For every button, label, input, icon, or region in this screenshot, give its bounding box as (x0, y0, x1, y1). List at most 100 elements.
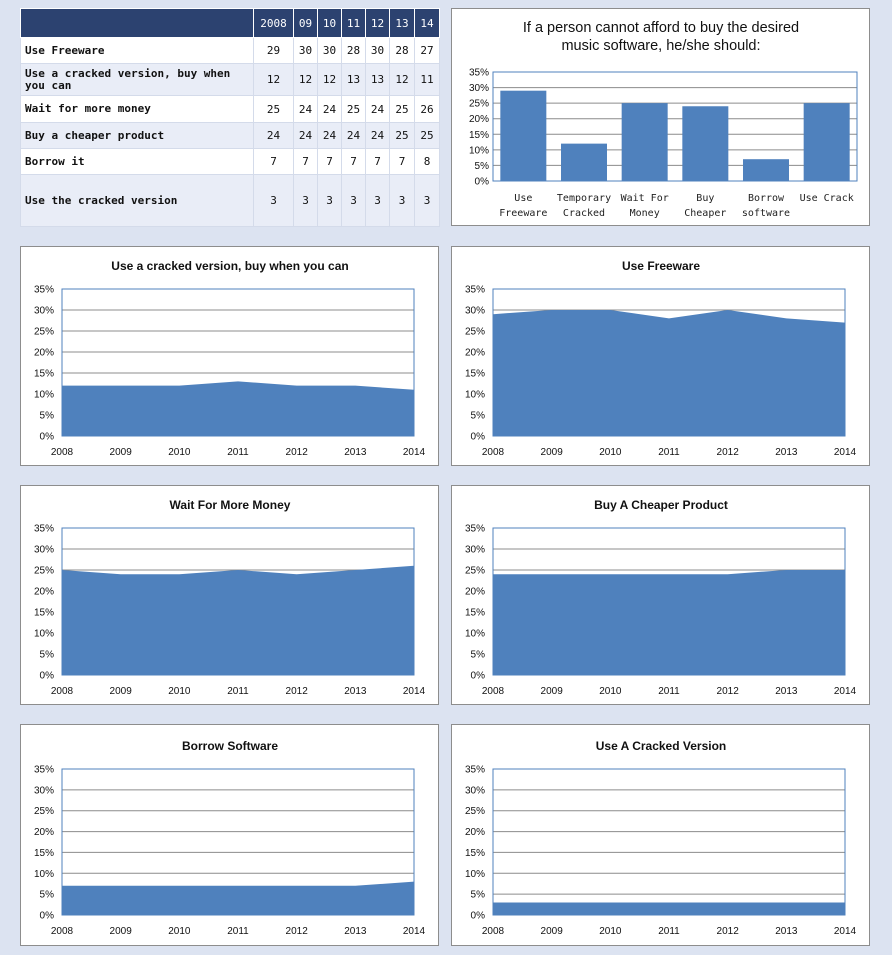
y-tick-label: 25% (465, 806, 485, 817)
y-tick-label: 35% (465, 524, 485, 535)
x-tick-label: 2008 (51, 447, 74, 458)
table-row: Borrow it 7 7 7 7 7 7 8 (20, 148, 440, 175)
area-chart-freeware: Use Freeware 0% 5% 10% 15% 20% 25% 30% 35% 2008 20… (465, 259, 857, 458)
area-series (62, 565, 414, 675)
table-cell: 3 (414, 174, 440, 227)
area-chart-panel: Use a cracked version, buy when you can 0… (20, 246, 439, 466)
table-row: Use a cracked version, buy when you can 1… (20, 63, 440, 96)
table-cell: 24 (253, 122, 294, 149)
area-chart-wait-money: Wait For More Money 0% 5% 10% 15% 20% 25% 30% 35… (34, 498, 426, 697)
table-cell: 7 (341, 148, 366, 175)
x-tick-label: 2014 (403, 686, 426, 697)
y-tick-label: 5% (471, 411, 486, 422)
y-tick-label: 10% (465, 869, 485, 880)
x-tick-label: 2014 (403, 926, 426, 937)
area-series (493, 310, 845, 436)
row-label: Wait for more money (20, 95, 254, 123)
bar (803, 103, 850, 181)
x-tick-label: 2009 (541, 686, 564, 697)
area-chart-panel: Use Freeware 0% 5% 10% 15% 20% 25% 30% 35% 2008 20… (451, 246, 870, 466)
x-tick-label: 2013 (344, 447, 367, 458)
table-cell: 3 (341, 174, 366, 227)
plot-area (492, 768, 846, 916)
x-tick-label: 2010 (599, 686, 622, 697)
table-row: Use the cracked version 3 3 3 3 3 3 3 (20, 174, 440, 227)
category-label: Use Crack (800, 193, 854, 204)
x-tick-label: 2010 (599, 447, 622, 458)
y-tick-label: 5% (40, 890, 55, 901)
bar (500, 90, 547, 181)
y-tick-label: 15% (465, 608, 485, 619)
table-cell: 7 (317, 148, 342, 175)
y-tick-label: 15% (34, 848, 54, 859)
x-tick-label: 2012 (286, 447, 309, 458)
x-tick-label: 2013 (344, 926, 367, 937)
y-tick-label: 5% (40, 650, 55, 661)
table-cell: 7 (389, 148, 415, 175)
plot-area (61, 527, 415, 676)
table-cell: 25 (341, 95, 366, 123)
x-tick-label: 2014 (834, 686, 857, 697)
header-cell: 13 (389, 8, 415, 38)
y-tick-label: 35% (469, 68, 489, 79)
x-tick-label: 2013 (344, 686, 367, 697)
y-tick-label: 35% (465, 285, 485, 296)
area-series (493, 902, 845, 915)
chart-title: Use a cracked version, buy when you can (111, 259, 348, 273)
y-tick-label: 20% (465, 827, 485, 838)
row-label: Use the cracked version (20, 174, 254, 227)
y-tick-label: 25% (34, 806, 54, 817)
y-tick-label: 30% (34, 306, 54, 317)
table-cell: 12 (389, 63, 415, 96)
x-tick-label: 2013 (775, 686, 798, 697)
table-cell: 28 (389, 37, 415, 64)
table-cell: 12 (253, 63, 294, 96)
y-tick-label: 20% (465, 348, 485, 359)
y-tick-label: 10% (469, 145, 489, 156)
y-tick-label: 30% (469, 83, 489, 94)
category-label: Wait For (621, 193, 669, 204)
header-cell (20, 8, 254, 38)
table-cell: 11 (414, 63, 440, 96)
table-cell: 30 (293, 37, 318, 64)
chart-title: If a person cannot afford to buy the des… (523, 20, 799, 36)
area-chart-panel: Buy A Cheaper Product 0% 5% 10% 15% 20% 25% 30%… (451, 485, 870, 705)
x-tick-label: 2013 (775, 447, 798, 458)
y-tick-label: 15% (34, 608, 54, 619)
table-cell: 29 (253, 37, 294, 64)
y-tick-label: 30% (34, 545, 54, 556)
table-row: Use Freeware 29 30 30 28 30 28 27 (20, 37, 440, 64)
table-cell: 24 (317, 95, 342, 123)
y-tick-label: 20% (34, 587, 54, 598)
area-series (62, 881, 414, 915)
category-label: Buy (696, 193, 714, 204)
y-tick-label: 20% (465, 587, 485, 598)
table-cell: 24 (293, 122, 318, 149)
header-cell: 10 (317, 8, 342, 38)
y-tick-label: 0% (471, 432, 486, 443)
chart-title: Borrow Software (182, 739, 278, 753)
x-tick-label: 2011 (658, 686, 680, 697)
x-tick-label: 2011 (658, 447, 680, 458)
table-cell: 25 (389, 95, 415, 123)
table-cell: 24 (293, 95, 318, 123)
y-tick-label: 5% (475, 161, 490, 172)
y-tick-label: 10% (34, 869, 54, 880)
table-cell: 3 (389, 174, 415, 227)
table-cell: 7 (253, 148, 294, 175)
category-label: Cheaper (684, 208, 726, 219)
area-chart-cheaper-product: Buy A Cheaper Product 0% 5% 10% 15% 20% 25% 30%… (465, 498, 857, 697)
table-cell: 3 (365, 174, 390, 227)
table-cell: 30 (317, 37, 342, 64)
x-tick-label: 2010 (168, 447, 191, 458)
chart-title: Buy A Cheaper Product (594, 498, 728, 512)
y-tick-label: 30% (34, 785, 54, 796)
category-label: Money (630, 208, 660, 219)
x-tick-label: 2009 (110, 686, 133, 697)
y-tick-label: 35% (34, 524, 54, 535)
row-label: Use Freeware (20, 37, 254, 64)
x-tick-label: 2008 (51, 686, 74, 697)
x-tick-label: 2011 (227, 926, 249, 937)
x-tick-label: 2011 (227, 686, 249, 697)
area-series (62, 381, 414, 436)
